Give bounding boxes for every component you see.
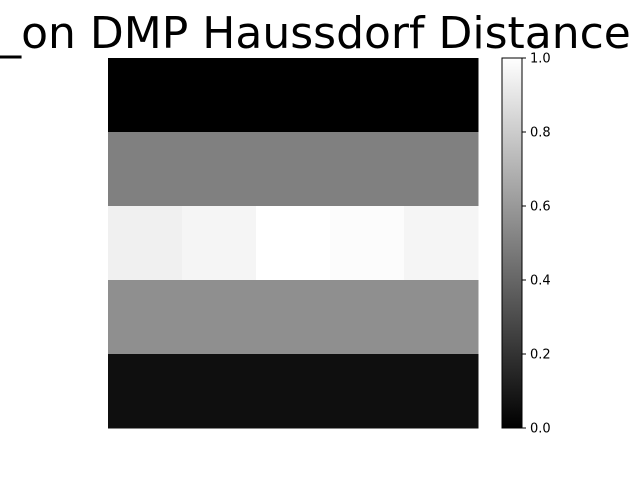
heatmap-cell-r1-c4 [404, 132, 479, 207]
heatmap-cell-r1-c1 [182, 132, 257, 207]
heatmap-cell-r0-c2 [256, 58, 331, 133]
heatmap-cell-r4-c4 [404, 354, 479, 429]
heatmap-cell-r3-c0 [108, 280, 183, 355]
heatmap-cell-r0-c1 [182, 58, 257, 133]
heatmap-cell-r0-c0 [108, 58, 183, 133]
chart-title: _on DMP Haussdorf Distance [0, 8, 631, 59]
heatmap-cell-r3-c1 [182, 280, 257, 355]
colorbar-tick-label-5: 1.0 [530, 52, 551, 67]
heatmap-cell-r4-c0 [108, 354, 183, 429]
colorbar-tick-label-1: 0.2 [530, 348, 551, 363]
heatmap-cell-r0-c4 [404, 58, 479, 133]
heatmap-cell-r3-c4 [404, 280, 479, 355]
colorbar-ticks: 0.0 0.2 0.4 0.6 0.8 1.0 [522, 52, 551, 437]
colorbar-tick-label-0: 0.0 [530, 422, 551, 437]
heatmap-cell-r2-c3 [330, 206, 405, 281]
colorbar-tick-label-3: 0.6 [530, 200, 551, 215]
heatmap-cell-r4-c2 [256, 354, 331, 429]
heatmap-cell-r1-c3 [330, 132, 405, 207]
heatmap-cell-r2-c0 [108, 206, 183, 281]
heatmap-cell-r0-c3 [330, 58, 405, 133]
heatmap-cell-r4-c1 [182, 354, 257, 429]
colorbar: 0.0 0.2 0.4 0.6 0.8 1.0 [501, 52, 551, 437]
colorbar-tick-label-2: 0.4 [530, 274, 551, 289]
heatmap-cell-r1-c0 [108, 132, 183, 207]
heatmap-cell-r3-c2 [256, 280, 331, 355]
colorbar-tick-label-4: 0.8 [530, 126, 551, 141]
heatmap-cell-r1-c2 [256, 132, 331, 207]
heatmap-cell-r3-c3 [330, 280, 405, 355]
heatmap-cell-r2-c4 [404, 206, 479, 281]
colorbar-gradient [501, 57, 523, 429]
heatmap-cell-r4-c3 [330, 354, 405, 429]
heatmap-cell-r2-c2 [256, 206, 331, 281]
heatmap-cell-r2-c1 [182, 206, 257, 281]
heatmap-grid [108, 58, 479, 429]
